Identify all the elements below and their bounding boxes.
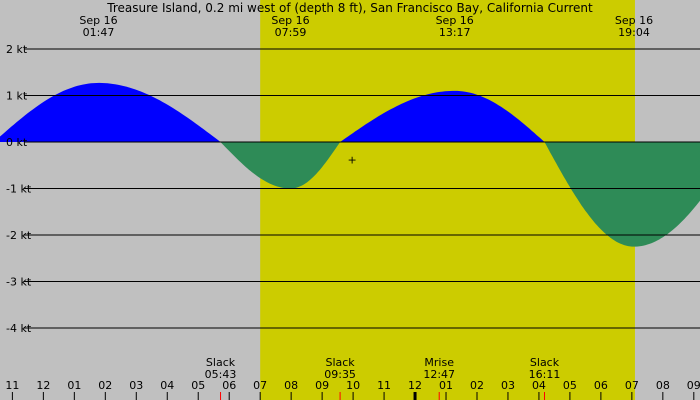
- hour-tick-label: 11: [377, 379, 391, 392]
- hour-tick-label: 12: [408, 379, 422, 392]
- y-tick-label: -3 kt: [6, 276, 32, 289]
- hour-tick-label: 11: [5, 379, 19, 392]
- hour-tick-label: 12: [36, 379, 50, 392]
- event-name-label: Slack: [325, 356, 355, 369]
- hour-tick-label: 10: [346, 379, 360, 392]
- y-tick-label: 2 kt: [6, 43, 28, 56]
- extreme-time-label: 07:59: [275, 26, 307, 39]
- flood-area: [0, 82, 221, 142]
- ebb-area: [544, 142, 700, 247]
- hour-tick-label: 08: [656, 379, 670, 392]
- gridlines: [24, 48, 700, 329]
- hour-tick-label: 05: [191, 379, 205, 392]
- extreme-date-label: Sep 16: [79, 14, 117, 27]
- event-name-label: Mrise: [424, 356, 454, 369]
- hour-tick-label: 07: [625, 379, 639, 392]
- hour-tick-label: 05: [563, 379, 577, 392]
- x-axis-ticks: 11 12 01 02 03 04 05 06 07 08 09 10 11 12 01 02 03 04 05 06…: [5, 379, 700, 400]
- hour-tick-label: 07: [253, 379, 267, 392]
- hour-tick-label: 02: [98, 379, 112, 392]
- extreme-date-label: Sep 16: [615, 14, 653, 27]
- hour-tick-label: 03: [501, 379, 515, 392]
- extreme-time-label: 13:17: [439, 26, 471, 39]
- y-tick-label: -2 kt: [6, 229, 32, 242]
- event-time-label: 09:35: [324, 368, 356, 381]
- current-areas: [0, 82, 700, 247]
- chart-title: Treasure Island, 0.2 mi west of (depth 8…: [106, 1, 593, 15]
- y-tick-label: 0 kt: [6, 136, 28, 149]
- extreme-time-label: 01:47: [83, 26, 115, 39]
- event-time-label: 05:43: [205, 368, 237, 381]
- hour-tick-label: 03: [129, 379, 143, 392]
- hour-tick-label: 09: [687, 379, 700, 392]
- event-time-label: 12:47: [423, 368, 455, 381]
- y-tick-label: -1 kt: [6, 183, 32, 196]
- hour-tick-label: 04: [160, 379, 174, 392]
- hour-tick-label: 09: [315, 379, 329, 392]
- event-time-label: 16:11: [529, 368, 561, 381]
- hour-tick-label: 01: [439, 379, 453, 392]
- y-axis-labels: 2 kt 1 kt 0 kt -1 kt -2 kt -3 kt -4 kt: [6, 43, 32, 335]
- hour-tick-label: 08: [284, 379, 298, 392]
- hour-tick-label: 06: [594, 379, 608, 392]
- hour-tick-label: 02: [470, 379, 484, 392]
- event-labels: Slack36Slack05:43Slack09:35Mrise12:47Sla…: [0, 356, 560, 400]
- extreme-date-label: Sep 16: [436, 14, 474, 27]
- hour-tick-label: 01: [67, 379, 81, 392]
- event-name-label: Slack: [206, 356, 236, 369]
- y-tick-label: 1 kt: [6, 90, 28, 103]
- hour-tick-label: 04: [532, 379, 546, 392]
- hour-tick-label: 06: [222, 379, 236, 392]
- event-name-label: Slack: [530, 356, 560, 369]
- current-time-marker: +: [348, 154, 357, 167]
- y-tick-label: -4 kt: [6, 322, 32, 335]
- daylight-band: [260, 0, 635, 400]
- flood-area: [340, 90, 545, 142]
- ebb-area: [220, 142, 341, 189]
- extreme-time-label: 19:04: [618, 26, 650, 39]
- extreme-date-label: Sep 16: [271, 14, 309, 27]
